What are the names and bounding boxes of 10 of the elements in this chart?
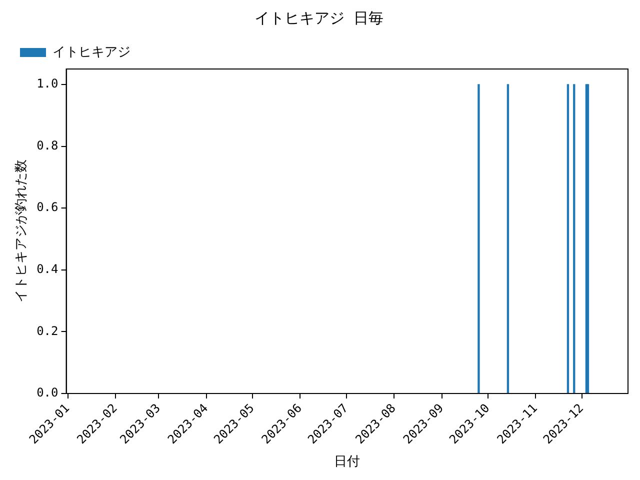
y-axis-title: イトヒキアジが釣れた数 (14, 160, 30, 303)
x-axis-title: 日付 (334, 454, 360, 470)
y-tick-label: 0.4 (36, 262, 58, 276)
legend-label: イトヒキアジ (52, 44, 130, 60)
y-tick-label: 1.0 (36, 76, 58, 91)
chart-title: イトヒキアジ 日毎 (254, 8, 384, 27)
y-tick-label: 0.2 (36, 324, 58, 338)
y-tick-label: 0.0 (36, 386, 58, 400)
y-tick-label: 0.6 (36, 200, 58, 214)
y-tick-label: 0.8 (36, 138, 58, 152)
